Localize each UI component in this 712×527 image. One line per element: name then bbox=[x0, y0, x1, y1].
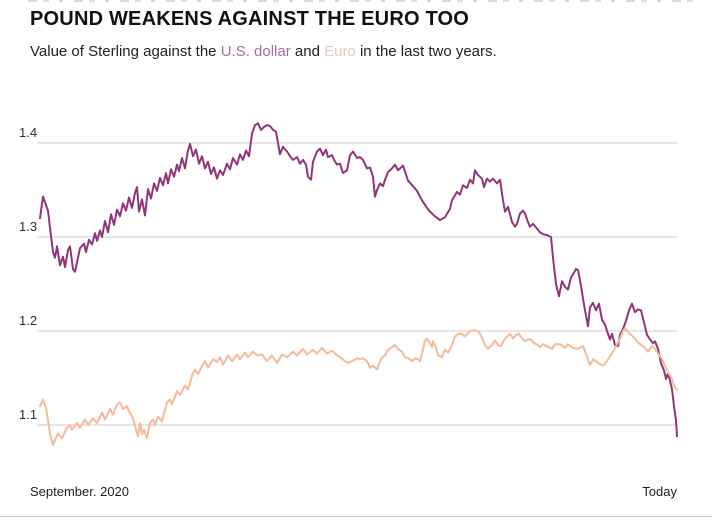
y-tick-label: 1.1 bbox=[19, 407, 38, 422]
bottom-divider bbox=[0, 516, 712, 517]
euro-line-series bbox=[39, 327, 678, 446]
chart-subtitle: Value of Sterling against the U.S. dolla… bbox=[30, 43, 497, 60]
usd-line-series bbox=[39, 122, 678, 438]
subtitle-prefix: Value of Sterling against the bbox=[30, 43, 221, 60]
x-axis-label-start: September. 2020 bbox=[30, 484, 130, 499]
subtitle-euro-label: Euro bbox=[324, 43, 356, 60]
subtitle-usd-label: U.S. dollar bbox=[220, 43, 291, 60]
cropped-text-top bbox=[28, 0, 698, 2]
y-tick-label: 1.4 bbox=[19, 125, 38, 140]
x-axis-label-end: Today bbox=[642, 484, 677, 499]
subtitle-mid: and bbox=[290, 43, 325, 60]
subtitle-suffix: in the last two years. bbox=[355, 43, 497, 60]
y-tick-label: 1.3 bbox=[19, 219, 38, 234]
chart-title: POUND WEAKENS AGAINST THE EURO TOO bbox=[30, 8, 470, 30]
y-tick-label: 1.2 bbox=[19, 313, 38, 328]
